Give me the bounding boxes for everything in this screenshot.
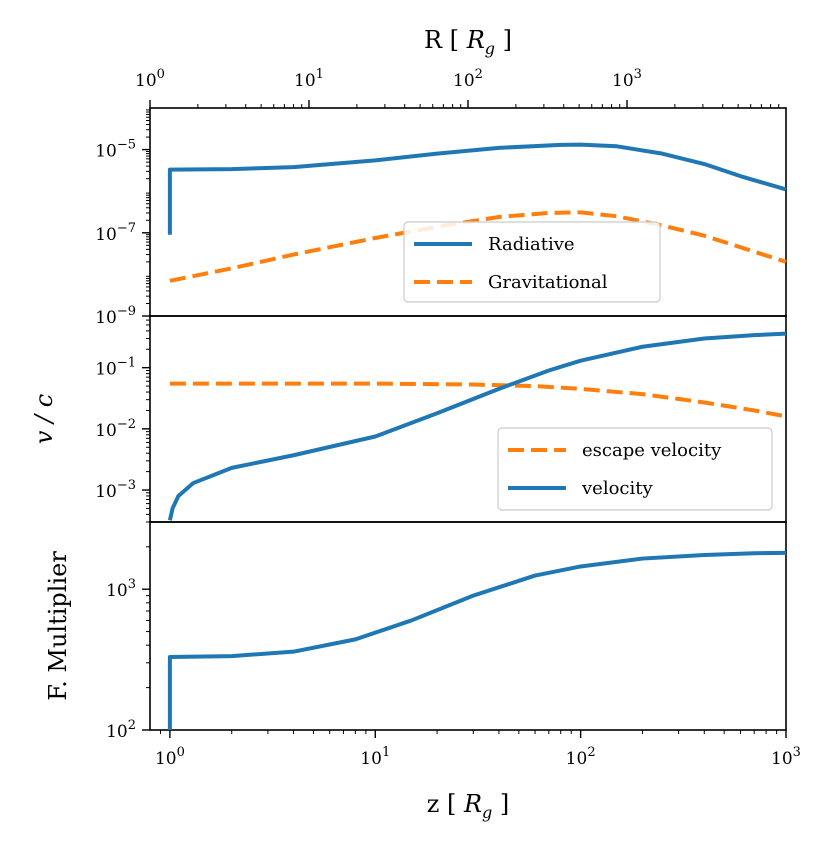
bottom-y-tick-label: 103 (106, 577, 136, 601)
middle-y-tick-label: 10−2 (95, 417, 136, 441)
top-axis-tick-label: 103 (612, 67, 642, 91)
top-y-tick-label: 10−5 (95, 138, 136, 162)
bottom-ylabel: F. Multiplier (44, 551, 72, 701)
bottom-axis-tick-label: 103 (771, 745, 801, 769)
top-legend-label: Radiative (488, 234, 575, 255)
middle-y-tick-label: 10−3 (95, 478, 136, 502)
bottom-axis-tick-label: 102 (566, 745, 596, 769)
panel-bottom-frame (149, 521, 787, 731)
bottom-series-f-multiplier (167, 550, 787, 730)
bottom-y-tick-label: 102 (106, 718, 136, 742)
middle-legend-label: escape velocity (582, 440, 722, 461)
top-axis-tick-label: 100 (135, 67, 165, 91)
top-axis-tick-label: 102 (453, 67, 483, 91)
ticks-layer: 100 101 102 103 100 101 102 103 10−5 10−7 10−9 10−1… (95, 67, 801, 769)
middle-series-escape-velocity (169, 381, 787, 419)
top-y-tick-label: 10−7 (95, 221, 136, 245)
middle-y-tick-label: 10−1 (95, 356, 136, 380)
top-series-gravitational (169, 210, 787, 283)
middle-legend-box (497, 427, 773, 511)
bottom-axis-tick-label: 100 (155, 745, 185, 769)
top-axis-tick-label: 101 (294, 67, 324, 91)
top-legend-label: Gravitational (488, 272, 608, 293)
top-series-radiative (167, 142, 787, 235)
bottom-axis-label: z [ Rg ] (427, 790, 510, 822)
middle-legend-label: velocity (581, 478, 653, 499)
bottom-axis-tick-label: 101 (360, 745, 390, 769)
legend-layer: Radiative Gravitational escape velocity vel… (403, 221, 773, 511)
middle-ylabel: v / c (30, 394, 58, 444)
top-y-tick-label: 10−9 (95, 304, 136, 328)
middle-series-velocity (167, 331, 787, 521)
series-layer (167, 142, 787, 730)
top-axis-label: R [ Rg ] (424, 26, 512, 58)
